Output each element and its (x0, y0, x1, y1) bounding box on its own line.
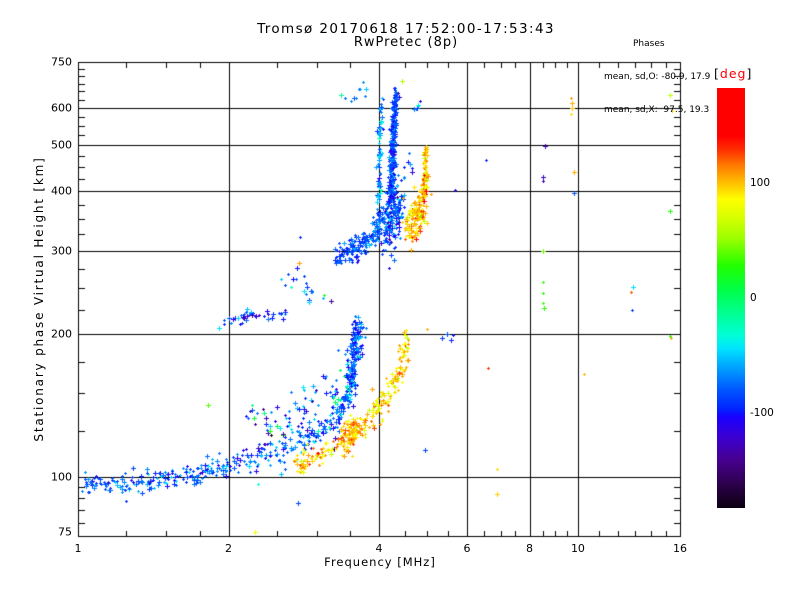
x-tick-label: 10 (570, 542, 585, 555)
plot-title: Tromsø 20170618 17:52:00-17:53:43 (257, 21, 555, 37)
y-tick-label: 750 (51, 55, 72, 69)
y-tick-label: 100 (51, 470, 72, 484)
x-tick-label: 2 (225, 542, 232, 555)
colorbar-title: [deg] (714, 66, 752, 81)
phase-stats-heading: Phases (633, 39, 665, 49)
plot-subtitle: RwPretec (8p) (353, 35, 459, 50)
phase-stats-x-mode: mean, sd,X: 97.5, 19.3 (604, 105, 710, 115)
colorbar-title-bracket-right: ] (746, 66, 753, 81)
colorbar-tick-label: 0 (750, 292, 757, 304)
phase-stats-o-mode: mean, sd,O: -80.9, 17.9 (604, 72, 711, 82)
y-tick-label: 300 (51, 244, 72, 258)
colorbar-gradient (717, 88, 745, 508)
y-tick-label: 200 (51, 327, 72, 341)
y-axis-label: Stationary phase Virtual Height [km] (32, 156, 46, 442)
y-tick-label: 500 (51, 138, 72, 152)
colorbar-title-bracket-left: [ (714, 66, 720, 81)
x-tick-label: 16 (673, 542, 687, 555)
phase-stats-block: Phases mean, sd,O: -80.9, 17.9 mean, sd,… (604, 17, 710, 127)
y-tick-label: 75 (58, 525, 72, 539)
x-tick-label: 6 (463, 542, 471, 555)
x-tick-label: 1 (74, 542, 82, 555)
colorbar-title-text: deg (719, 66, 747, 81)
x-tick-label: 4 (375, 542, 383, 555)
x-axis-label: Frequency [MHz] (324, 555, 436, 569)
y-tick-label: 600 (51, 101, 72, 115)
y-tick-label: 400 (51, 184, 72, 198)
colorbar-tick-label: 100 (750, 177, 771, 190)
x-tick-label: 8 (526, 542, 533, 555)
colorbar-tick-label: -100 (750, 406, 774, 419)
